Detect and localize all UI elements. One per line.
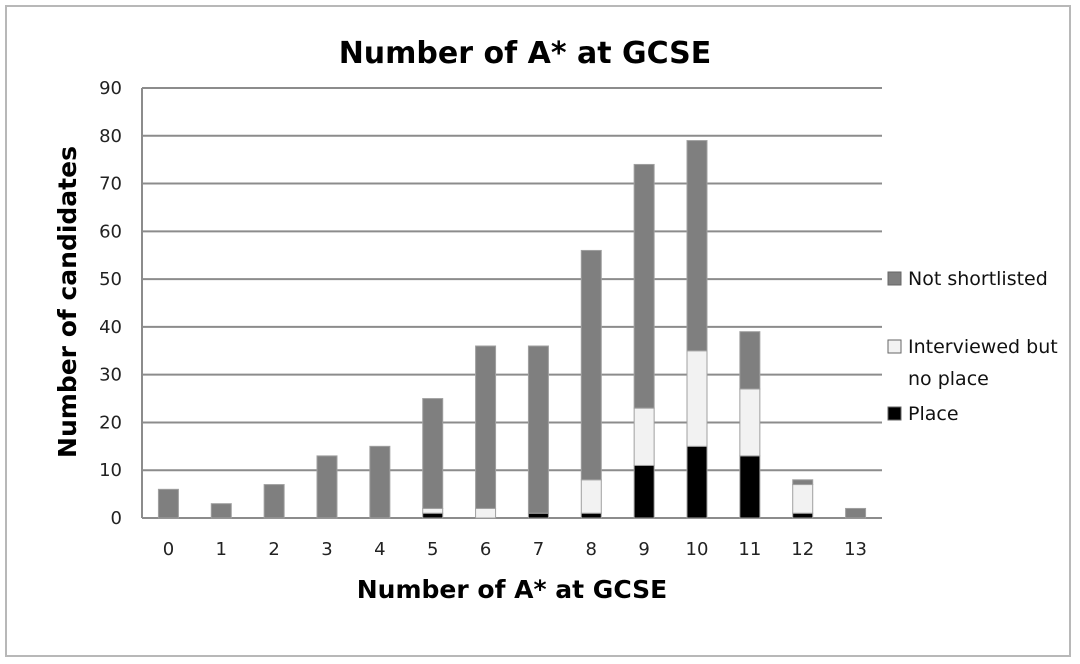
bar-segment <box>157 488 179 519</box>
legend-label: Place <box>908 403 959 425</box>
y-tick-label: 10 <box>99 460 122 481</box>
gridlines <box>141 87 882 519</box>
x-tick-label: 4 <box>374 539 385 560</box>
bar-segment <box>633 407 655 466</box>
x-tick-label: 5 <box>427 539 438 560</box>
x-tick-label: 0 <box>163 539 174 560</box>
legend-swatch <box>887 271 902 286</box>
chart-frame <box>5 5 1071 657</box>
bar-segment <box>422 398 444 509</box>
x-tick-label: 12 <box>791 539 814 560</box>
y-axis-title: Number of candidates <box>53 146 82 458</box>
bar-segment <box>686 445 708 519</box>
y-tick-label: 60 <box>99 221 122 242</box>
y-axis-ticks: 0 10 20 30 40 50 60 70 80 90 <box>99 78 122 529</box>
chart-title: Number of A* at GCSE <box>339 36 712 71</box>
y-tick-label: 50 <box>99 269 122 290</box>
y-tick-label: 40 <box>99 317 122 338</box>
y-tick-label: 80 <box>99 126 122 147</box>
x-tick-label: 10 <box>686 539 709 560</box>
legend-swatch <box>887 339 902 354</box>
x-axis-ticks: 0 1 2 3 4 5 6 7 8 9 10 11 12 13 <box>163 539 867 560</box>
x-tick-label: 9 <box>638 539 649 560</box>
x-tick-label: 3 <box>321 539 332 560</box>
y-tick-label: 0 <box>111 508 122 529</box>
legend-label: Interviewed but <box>908 336 1058 358</box>
x-tick-label: 13 <box>844 539 867 560</box>
y-tick-label: 30 <box>99 365 122 386</box>
legend-label: no place <box>908 368 989 390</box>
x-tick-label: 6 <box>480 539 491 560</box>
y-tick-label: 70 <box>99 174 122 195</box>
bar-segment <box>686 350 708 447</box>
y-tick-label: 20 <box>99 412 122 433</box>
bar-segment <box>475 345 497 509</box>
legend-label: Not shortlisted <box>908 268 1048 290</box>
bar-segment <box>792 484 814 514</box>
bar-segment <box>792 512 814 519</box>
bar-segment <box>686 140 708 352</box>
bar-segment <box>527 512 549 519</box>
bar-segment <box>475 507 497 519</box>
x-tick-label: 1 <box>216 539 227 560</box>
bar-segment <box>422 507 444 514</box>
legend: Not shortlisted Interviewed but no place Pl… <box>887 268 1058 425</box>
bar-segment <box>580 512 602 519</box>
y-tick-label: 90 <box>99 78 122 99</box>
x-tick-label: 8 <box>586 539 597 560</box>
bar-segment <box>633 163 655 409</box>
bar-segment <box>210 503 232 519</box>
bar-segment <box>792 479 814 486</box>
x-tick-label: 11 <box>738 539 761 560</box>
bar-segment <box>580 249 602 481</box>
bar-segment <box>739 331 761 390</box>
bars <box>157 140 867 519</box>
legend-swatch <box>887 406 902 421</box>
bar-segment <box>263 484 285 519</box>
bar-segment <box>369 445 391 519</box>
x-axis-title: Number of A* at GCSE <box>357 575 667 604</box>
bar-segment <box>845 507 867 519</box>
bar-segment <box>580 479 602 514</box>
bar-segment <box>739 455 761 519</box>
x-tick-label: 2 <box>268 539 279 560</box>
bar-segment <box>739 388 761 457</box>
bar-segment <box>422 512 444 519</box>
bar-segment <box>527 345 549 514</box>
bar-segment <box>316 455 338 519</box>
bar-segment <box>633 464 655 519</box>
x-tick-label: 7 <box>533 539 544 560</box>
